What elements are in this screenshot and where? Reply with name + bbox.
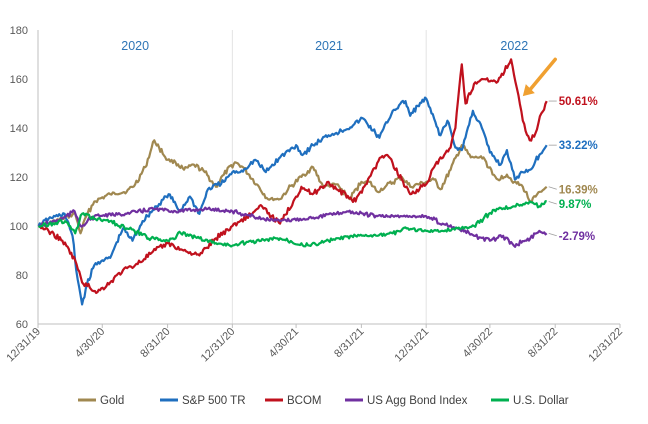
x-tick-label: 4/30/22: [461, 326, 495, 360]
y-tick-labels: 60 80 100 120 140 160 180: [10, 25, 28, 331]
y-tick-label: 180: [10, 25, 28, 37]
year-labels: 2020 2021 2022: [121, 39, 528, 53]
legend-label: Gold: [100, 395, 124, 407]
x-tick-label: 12/31/19: [4, 326, 43, 365]
end-label-leader: [548, 232, 557, 237]
arrow-head: [522, 84, 535, 97]
annotation-arrow: [522, 57, 557, 97]
series-lines: [37, 58, 548, 306]
x-tick-label: 8/31/21: [332, 326, 366, 360]
x-tick-labels: 12/31/19 4/30/20 8/31/20 12/31/20 4/30/21 8/3…: [4, 326, 625, 365]
legend: Gold S&P 500 TR BCOM US Agg Bond Index U.S. …: [78, 395, 569, 407]
y-tick-label: 120: [10, 172, 28, 184]
end-label: 9.87%: [559, 199, 592, 211]
axes: [37, 30, 621, 328]
y-tick-label: 100: [10, 221, 28, 233]
series-line: [37, 96, 548, 306]
series-line: [38, 58, 548, 295]
x-tick-label: 4/30/21: [267, 326, 301, 360]
x-tick-label: 12/31/22: [586, 326, 625, 365]
year-label: 2022: [500, 39, 528, 53]
end-label: -2.79%: [559, 231, 595, 243]
end-label-leader: [548, 186, 557, 190]
y-tick-label: 160: [10, 74, 28, 86]
x-tick-label: 8/31/20: [138, 326, 172, 360]
y-tick-label: 140: [10, 123, 28, 135]
y-tick-label: 80: [16, 270, 28, 282]
series-line: [37, 139, 548, 235]
x-tick-label: 12/31/20: [199, 326, 238, 365]
end-label: 16.39%: [559, 184, 598, 196]
x-tick-label: 8/31/22: [526, 326, 560, 360]
end-label-leader: [548, 201, 557, 205]
legend-label: BCOM: [287, 395, 322, 407]
arrow-shaft: [527, 57, 557, 93]
year-label: 2021: [315, 39, 343, 53]
end-labels: 16.39% 33.22% 50.61% -2.79% 9.87%: [548, 96, 598, 243]
series-line: [37, 200, 547, 248]
x-tick-label: 4/30/20: [73, 326, 107, 360]
x-tick-label: 12/31/21: [393, 326, 432, 365]
legend-label: U.S. Dollar: [513, 395, 569, 407]
year-dividers: [231, 30, 427, 324]
end-label: 50.61%: [559, 96, 598, 108]
legend-label: US Agg Bond Index: [367, 395, 468, 407]
year-label: 2020: [121, 39, 149, 53]
legend-label: S&P 500 TR: [182, 395, 246, 407]
end-label: 33.22%: [559, 140, 598, 152]
y-tick-label: 60: [16, 319, 28, 331]
